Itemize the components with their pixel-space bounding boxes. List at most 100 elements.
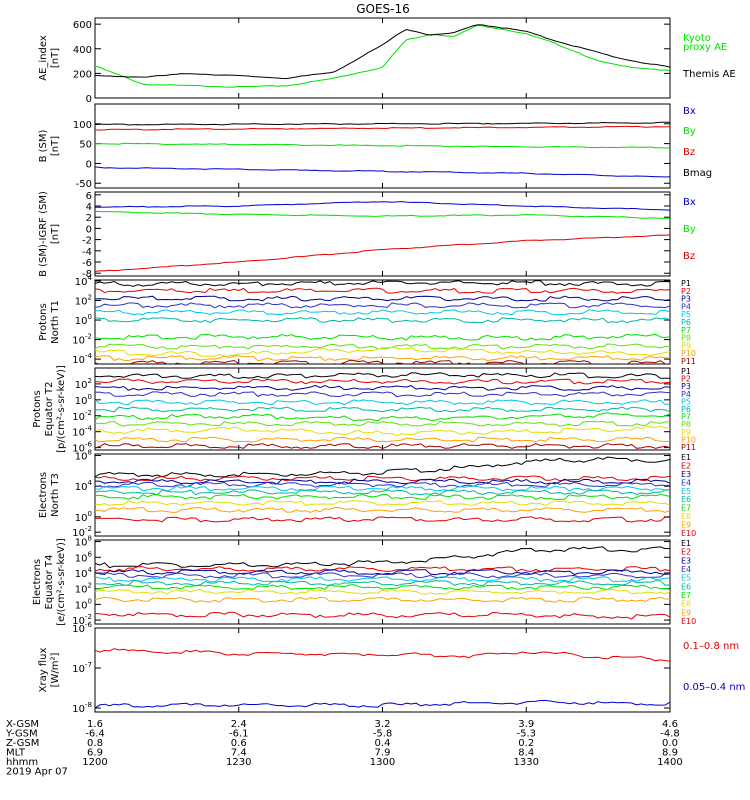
series-line-e4 bbox=[95, 481, 670, 488]
y-tick-label: 100 bbox=[75, 393, 92, 407]
series-line-p9 bbox=[95, 346, 670, 358]
x-row-label: hhmm bbox=[6, 757, 38, 768]
series-line-themis-ae bbox=[95, 24, 670, 80]
x-column-value: 1330 bbox=[514, 757, 539, 768]
x-row-label: MLT bbox=[6, 748, 26, 759]
series-line-e6 bbox=[95, 489, 670, 496]
x-column-value: 0.6 bbox=[231, 738, 247, 749]
series-line-p10 bbox=[95, 355, 670, 362]
panel-frame bbox=[94, 279, 671, 365]
y-tick-label: 108 bbox=[75, 535, 92, 549]
y-tick-label: 0 bbox=[86, 224, 92, 235]
series-line-bmag bbox=[95, 121, 670, 126]
series-line-p7 bbox=[95, 333, 670, 341]
series-line-p9 bbox=[95, 425, 670, 437]
y-tick-label: 10-2 bbox=[72, 333, 92, 347]
legend-e9: E9 bbox=[681, 608, 691, 617]
series-line-e10 bbox=[95, 516, 670, 523]
y-tick-label: 10-7 bbox=[72, 661, 92, 675]
legend-by: By bbox=[683, 126, 696, 137]
y-tick-label: 4 bbox=[86, 202, 92, 213]
series-line-by bbox=[95, 210, 670, 219]
y-tick-label: 10-4 bbox=[72, 352, 92, 366]
y-tick-label: 100 bbox=[75, 597, 92, 611]
legend-p3: P3 bbox=[681, 382, 691, 391]
y-tick-label: -2 bbox=[82, 236, 92, 247]
y-tick-label: 6 bbox=[86, 191, 92, 202]
series-line-p3 bbox=[95, 384, 670, 391]
panel-frame bbox=[94, 367, 671, 451]
series-line-p10 bbox=[95, 436, 670, 443]
x-row-label: Y-GSM bbox=[5, 729, 38, 740]
legend-e1: E1 bbox=[681, 453, 691, 462]
series-line-e8 bbox=[95, 500, 670, 507]
x-column-value: 8.9 bbox=[662, 748, 678, 759]
x-column-value: 0.0 bbox=[662, 738, 678, 749]
legend-e7: E7 bbox=[681, 591, 691, 600]
series-line-p6 bbox=[95, 317, 670, 324]
x-column-value: -5.8 bbox=[373, 729, 393, 740]
x-column-value: 6.9 bbox=[87, 748, 103, 759]
legend-p4: P4 bbox=[681, 302, 691, 311]
series-line-p11 bbox=[95, 359, 668, 364]
legend-e1: E1 bbox=[681, 539, 691, 548]
y-tick-label: -6 bbox=[82, 258, 92, 269]
y-tick-label: 100 bbox=[73, 120, 92, 131]
y-axis-title: ProtonsNorth T1 bbox=[38, 300, 61, 344]
series-line-p5 bbox=[95, 399, 670, 406]
panel-xray: 10-8 10-7 10-6 Xray flux[W/m²] 0.1–0.8 nm 0.0… bbox=[38, 621, 745, 715]
y-tick-label: 2 bbox=[86, 213, 92, 224]
legend-p7: P7 bbox=[681, 326, 691, 335]
y-tick-label: 10-8 bbox=[72, 701, 92, 715]
series-line-by bbox=[95, 142, 670, 149]
y-tick-label: 102 bbox=[75, 582, 92, 596]
x-column-value: 3.9 bbox=[518, 719, 534, 730]
x-column-value: 2.4 bbox=[231, 719, 247, 730]
legend-e4: E4 bbox=[681, 565, 691, 574]
x-column-value: 3.2 bbox=[375, 719, 391, 730]
legend-e6: E6 bbox=[681, 495, 691, 504]
y-axis-title: ElectronsNorth T3 bbox=[38, 472, 61, 518]
series-line-0-1-0-8-nm bbox=[95, 648, 670, 662]
x-column-value: 8.4 bbox=[518, 748, 534, 759]
y-tick-label: -4 bbox=[82, 247, 92, 258]
series-line-e9 bbox=[95, 506, 670, 513]
legend-bmag: Bmag bbox=[683, 168, 712, 179]
plot-title: GOES-16 bbox=[356, 2, 410, 16]
y-tick-label: 108 bbox=[75, 449, 92, 463]
series-line-e5 bbox=[95, 576, 670, 583]
y-tick-label: 104 bbox=[75, 566, 93, 580]
x-column-value: 0.8 bbox=[87, 738, 103, 749]
legend-e9: E9 bbox=[681, 521, 691, 530]
series-line-e2 bbox=[95, 475, 670, 482]
series-line-p6 bbox=[95, 406, 670, 413]
panel-frame bbox=[94, 191, 671, 277]
legend-e5: E5 bbox=[681, 574, 691, 583]
legend-kyoto-proxy-ae: proxy AE bbox=[683, 42, 727, 53]
panel-b_sm: -50 0 50 100 B (SM)[nT] Bx By Bz Bmag bbox=[38, 103, 712, 190]
legend-p10: P10 bbox=[681, 435, 696, 444]
x-column-value: 1200 bbox=[82, 757, 107, 768]
x-column-value: 7.9 bbox=[375, 748, 391, 759]
legend-p8: P8 bbox=[681, 334, 691, 343]
legend-p4: P4 bbox=[681, 390, 691, 399]
legend-p11: P11 bbox=[681, 443, 696, 452]
y-tick-label: 106 bbox=[75, 550, 93, 564]
y-tick-label: 400 bbox=[73, 45, 92, 56]
y-tick-label: 600 bbox=[73, 20, 92, 31]
series-line-bx bbox=[95, 166, 670, 178]
series-line-p1 bbox=[95, 280, 670, 287]
y-tick-label: 50 bbox=[79, 140, 92, 151]
panel-frame bbox=[94, 627, 671, 713]
series-line-p8 bbox=[95, 343, 670, 350]
legend-bz: Bz bbox=[683, 251, 695, 262]
y-tick-label: 0 bbox=[86, 159, 92, 170]
legend-e10: E10 bbox=[681, 529, 696, 538]
legend-bx: Bx bbox=[683, 106, 696, 117]
legend-p2: P2 bbox=[681, 287, 691, 296]
x-column-value: 1230 bbox=[226, 757, 251, 768]
y-tick-label: 100 bbox=[75, 510, 92, 524]
series-line-p2 bbox=[95, 287, 670, 294]
